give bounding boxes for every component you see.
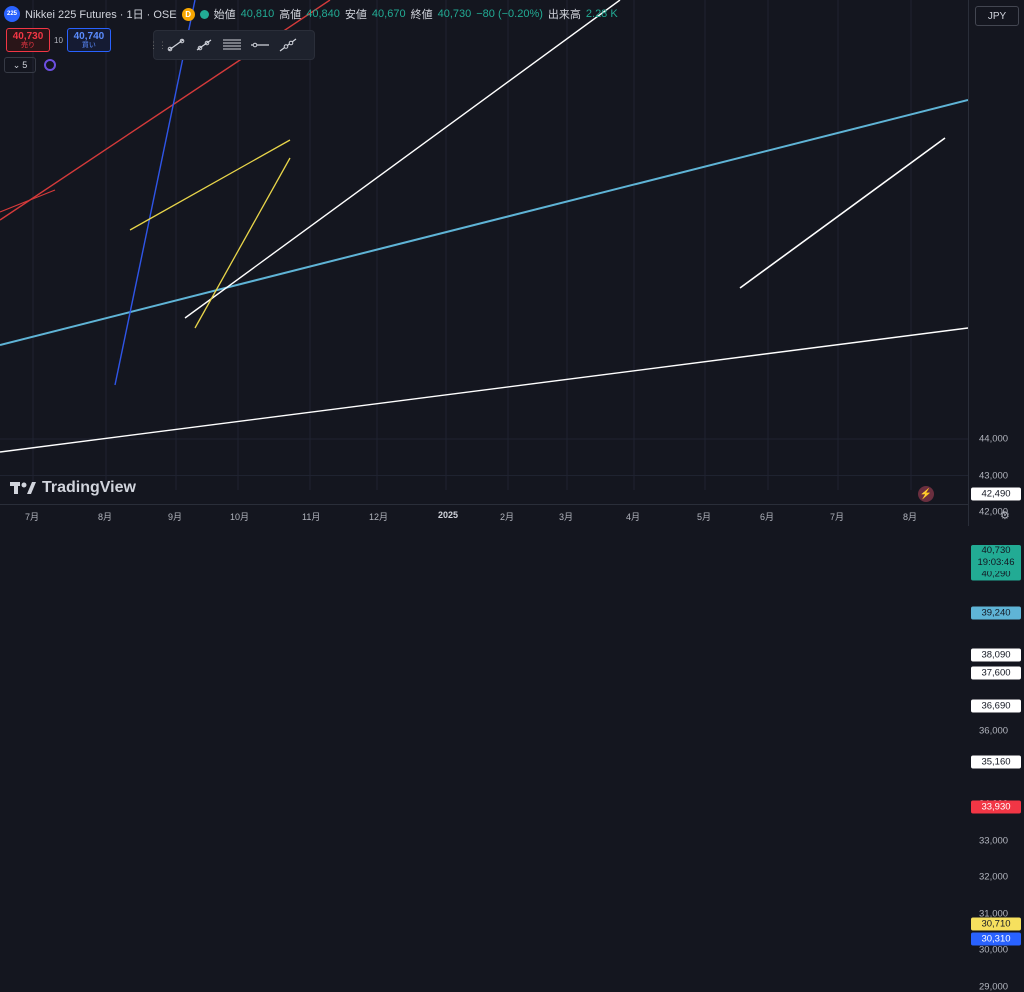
- market-status-icon: [199, 9, 209, 19]
- volume-value: 2.28 K: [585, 8, 618, 20]
- tradingview-logo-mark: [10, 482, 36, 494]
- price-level-label: 37,600: [971, 666, 1021, 680]
- currency-select[interactable]: JPY: [975, 6, 1019, 26]
- drawing-toolbar: ⋮⋮: [149, 30, 315, 60]
- chart-grid: [0, 0, 968, 490]
- price-tick: 43,000: [979, 470, 1009, 481]
- time-tick: 9月: [168, 512, 183, 522]
- low-value: 40,670: [371, 8, 406, 20]
- time-tick: 3月: [559, 512, 574, 522]
- buy-button[interactable]: 40,740 買い: [66, 28, 111, 52]
- indicators-toggle-button[interactable]: ⌄ 5: [4, 57, 36, 73]
- time-tick: 8月: [903, 512, 918, 522]
- current-price-label: 40,730 19:03:46: [971, 545, 1021, 572]
- buy-label: 買い: [81, 41, 96, 49]
- spread-value: 10: [54, 35, 63, 45]
- high-label: 高値: [279, 9, 302, 21]
- symbol-legend: 225 Nikkei 225 Futures · 1日 · OSE D 始値 40…: [4, 4, 618, 24]
- open-value: 40,810: [240, 8, 275, 20]
- price-level-label: 38,090: [971, 648, 1021, 662]
- price-axis[interactable]: JPY 44,00043,00042,00038,00036,00034,000…: [968, 0, 1024, 992]
- parallel-channel-icon[interactable]: [218, 32, 246, 58]
- time-tick: 2025: [438, 510, 459, 520]
- time-tick: 11月: [302, 512, 321, 522]
- trade-buttons: 40,730 売り 10 40,740 買い: [6, 28, 111, 52]
- trend-lines: [0, 0, 968, 453]
- time-tick: 5月: [697, 512, 712, 522]
- price-level-label: 33,930: [971, 800, 1021, 814]
- price-tick: 42,000: [979, 506, 1009, 518]
- ray-icon[interactable]: [190, 32, 218, 58]
- price-level-label: 35,160: [971, 755, 1021, 769]
- symbol-title[interactable]: Nikkei 225 Futures · 1日 · OSE: [25, 9, 177, 21]
- open-label: 始値: [213, 9, 236, 21]
- trend-line: [184, 0, 621, 319]
- price-level-label: 30,710: [971, 917, 1021, 931]
- close-value: 40,730: [437, 8, 472, 20]
- price-tick: 29,000: [979, 981, 1009, 992]
- sell-price: 40,730: [12, 30, 44, 42]
- time-tick: 12月: [369, 512, 389, 522]
- data-badge: D: [181, 7, 195, 21]
- drag-handle-icon[interactable]: ⋮⋮: [149, 39, 167, 50]
- price-tick: 44,000: [979, 433, 1009, 445]
- trend-line: [739, 137, 946, 289]
- price-level-label: 36,690: [971, 699, 1021, 713]
- time-axis[interactable]: 7月 8月 9月 10月 11月 12月 2025 2月 3月 4月 5月 6月 7月 8月: [0, 504, 968, 527]
- chevron-down-icon: ⌄: [12, 59, 21, 70]
- settings-icon[interactable]: ⚙: [1000, 510, 1010, 522]
- sell-label: 売り: [21, 41, 35, 49]
- time-tick: 6月: [760, 512, 775, 522]
- time-tick: 8月: [98, 512, 113, 522]
- time-tick: 7月: [830, 512, 845, 522]
- low-label: 安値: [344, 9, 367, 21]
- trend-line-icon[interactable]: [162, 32, 190, 58]
- current-price: 40,730: [981, 545, 1011, 557]
- price-tick: 33,000: [979, 835, 1009, 846]
- replay-icon[interactable]: [44, 59, 56, 71]
- price-tick: 36,000: [979, 725, 1009, 737]
- time-tick: 4月: [626, 512, 641, 522]
- change-value: −80 (−0.20%): [476, 8, 543, 20]
- branding-text: TradingView: [42, 479, 136, 496]
- buy-price: 40,740: [73, 30, 105, 42]
- extended-line-icon[interactable]: [274, 32, 302, 58]
- time-tick: 7月: [25, 512, 40, 522]
- time-tick: 2月: [500, 512, 515, 522]
- price-level-label: 30,310: [971, 932, 1021, 946]
- indicator-row: ⌄ 5: [4, 57, 56, 73]
- close-label: 終値: [410, 9, 433, 21]
- trend-line: [0, 99, 968, 346]
- symbol-icon[interactable]: 225: [4, 6, 20, 22]
- high-value: 40,840: [306, 8, 340, 20]
- indicator-count: 5: [22, 60, 28, 70]
- volume-label: 出来高: [547, 9, 581, 21]
- price-chart[interactable]: [0, 0, 968, 490]
- time-tick: 10月: [230, 512, 250, 522]
- price-level-label: 39,240: [971, 606, 1021, 620]
- price-level-label: 42,490: [971, 487, 1021, 501]
- price-tick: 30,000: [979, 944, 1009, 956]
- sell-button[interactable]: 40,730 売り: [6, 28, 50, 52]
- price-tick: 32,000: [979, 871, 1009, 883]
- trend-line: [0, 189, 56, 213]
- horizontal-line-icon[interactable]: [246, 32, 274, 58]
- lightning-icon[interactable]: ⚡: [918, 486, 934, 502]
- bar-countdown: 19:03:46: [977, 557, 1015, 569]
- trend-line: [194, 157, 291, 329]
- trend-line: [0, 327, 968, 453]
- trend-line: [114, 0, 196, 386]
- trend-line: [129, 139, 291, 231]
- tradingview-logo[interactable]: TradingView: [10, 479, 136, 497]
